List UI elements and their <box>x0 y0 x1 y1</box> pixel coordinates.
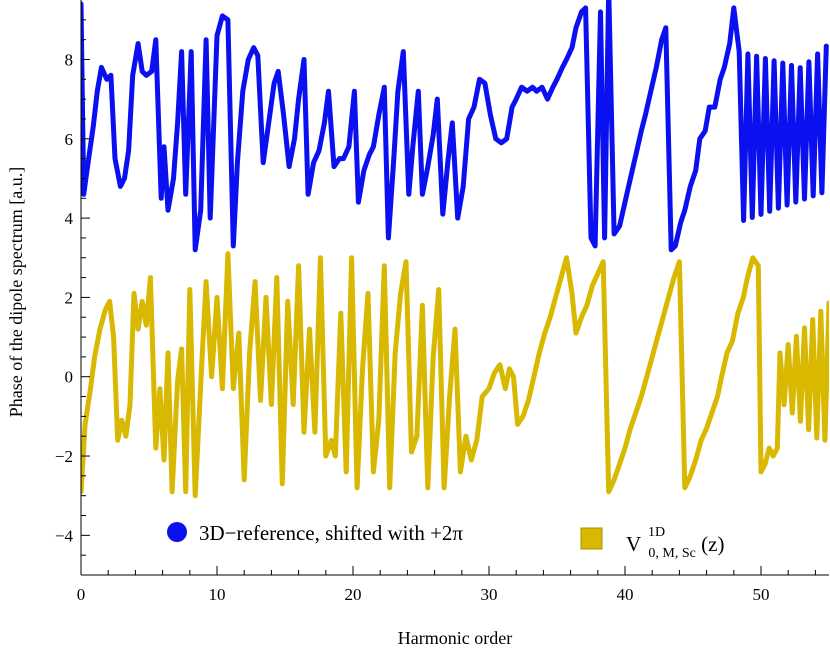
plot-area <box>81 0 829 499</box>
legend-label-3d-reference: 3D−reference, shifted with +2π <box>199 521 463 545</box>
legend-marker-3d-reference <box>167 522 187 542</box>
y-tick-label: 8 <box>65 50 74 69</box>
legend-v-base: V <box>626 532 641 556</box>
y-tick-label: 0 <box>65 368 74 387</box>
legend-marker-v1d <box>580 527 603 550</box>
legend-label-v1d: V 1D 0, M, Sc (z) <box>626 517 724 562</box>
y-tick-label: 4 <box>65 209 74 228</box>
series-line-3d-reference <box>81 0 829 253</box>
x-axis-title: Harmonic order <box>398 628 512 648</box>
x-tick-label: 30 <box>481 585 498 604</box>
x-tick-label: 40 <box>617 585 634 604</box>
y-axis-title: Phase of the dipole spectrum [a.u.] <box>6 167 26 417</box>
y-tick-label: −2 <box>55 447 73 466</box>
axes: 0 10 20 30 40 50 −4 −2 0 2 4 6 8 <box>55 0 829 604</box>
x-tick-label: 50 <box>753 585 770 604</box>
legend-v-sub: 0, M, Sc <box>648 546 695 561</box>
x-tick-label: 10 <box>209 585 226 604</box>
y-tick-label: −4 <box>55 526 74 545</box>
series-line-v1d <box>81 251 829 499</box>
legend-v-sup: 1D <box>648 525 665 540</box>
x-tick-label: 0 <box>77 585 86 604</box>
x-tick-label: 20 <box>345 585 362 604</box>
y-tick-label: 6 <box>65 130 74 149</box>
y-tick-label: 2 <box>65 288 74 307</box>
legend: 3D−reference, shifted with +2π V 1D 0, M… <box>167 517 724 562</box>
legend-v-tail: (z) <box>701 532 724 556</box>
